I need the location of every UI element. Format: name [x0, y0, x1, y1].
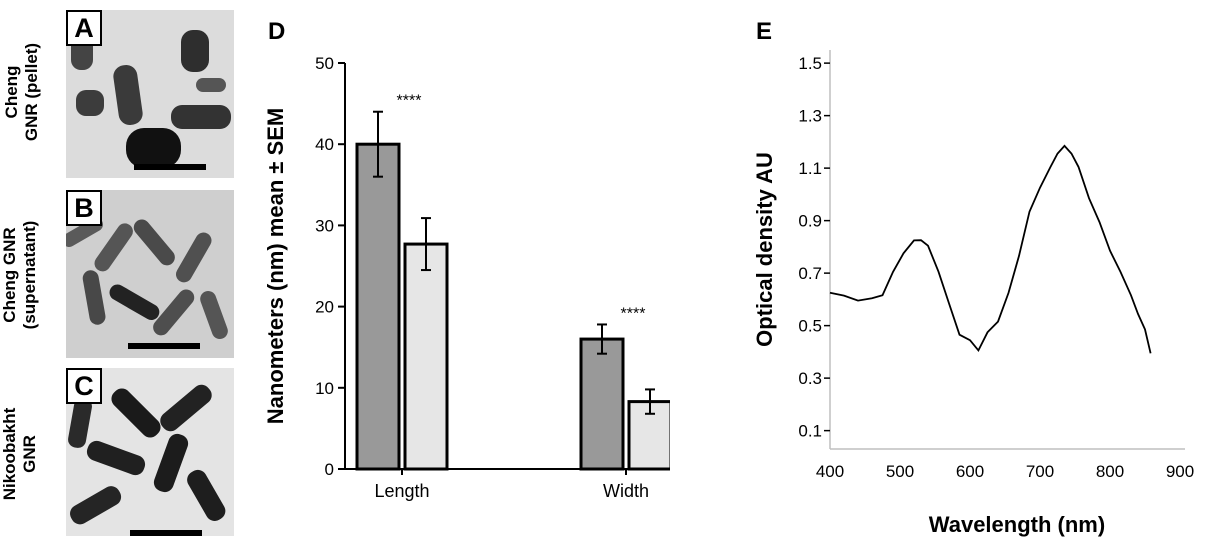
panel-d-letter: D — [268, 18, 286, 45]
x-tick-label: 800 — [1096, 462, 1124, 481]
y-tick-label: 0.7 — [798, 264, 822, 283]
x-tick-label: Length — [374, 481, 429, 501]
bar — [403, 242, 449, 471]
panel-a-label-line1: Cheng — [2, 65, 21, 119]
micrograph-a: A — [66, 10, 234, 178]
y-tick-label: 0.3 — [798, 369, 822, 388]
scale-bar-c — [130, 530, 202, 536]
y-tick-label: 30 — [315, 216, 334, 235]
significance-label: **** — [621, 305, 646, 322]
scale-bar-a — [134, 164, 206, 170]
bar — [355, 142, 401, 471]
panel-b-label-line2: (supernatant) — [20, 220, 39, 330]
panel-b-label-line1: Cheng GNR — [0, 227, 19, 323]
bar — [579, 337, 625, 471]
y-axis-title: Nanometers (nm) mean ± SEM — [263, 108, 288, 424]
panel-b-letter: B — [66, 190, 102, 226]
panel-a-label-line2: GNR (pellet) — [22, 42, 41, 142]
y-tick-label: 0 — [325, 460, 334, 479]
micrograph-b: B — [66, 190, 234, 358]
micrograph-a-image — [66, 10, 234, 178]
panel-b-label: Cheng GNR (supernatant) — [0, 205, 40, 345]
x-tick-label: 500 — [886, 462, 914, 481]
y-tick-label: 1.5 — [798, 54, 822, 73]
y-tick-label: 0.5 — [798, 317, 822, 336]
x-tick-label: 600 — [956, 462, 984, 481]
panel-c-label-line2: GNR — [20, 435, 39, 473]
micrograph-c: C — [66, 368, 234, 536]
panel-c-letter: C — [66, 368, 102, 404]
chart-e: 0.1 0.3 0.5 0.7 0.9 1.1 1.3 1.5 400 500 600 700 800 9… — [752, 50, 1194, 537]
y-tick-label: 0.9 — [798, 212, 822, 231]
panel-a-letter: A — [66, 10, 102, 46]
x-tick-label: 400 — [816, 462, 844, 481]
y-tick-label: 50 — [315, 54, 334, 73]
spectrum-line — [829, 144, 1152, 354]
panel-c-label: Nikoobakht GNR — [0, 394, 40, 514]
x-tick-label: Width — [603, 481, 649, 501]
panel-e-letter: E — [756, 18, 773, 45]
significance-label: **** — [397, 93, 422, 110]
x-tick-label: 900 — [1166, 462, 1194, 481]
y-tick-label: 20 — [315, 298, 334, 317]
y-tick-label: 1.1 — [798, 159, 822, 178]
x-axis-title: Wavelength (nm) — [929, 512, 1105, 537]
panel-c-label-line1: Nikoobakht — [0, 407, 19, 501]
y-tick-label: 40 — [315, 135, 334, 154]
y-axis-title: Optical density AU — [752, 152, 777, 347]
y-tick-label: 0.1 — [798, 422, 822, 441]
x-tick-label: 700 — [1026, 462, 1054, 481]
scale-bar-b — [128, 343, 200, 349]
y-tick-label: 10 — [315, 379, 334, 398]
panel-a-label: Cheng GNR (pellet) — [2, 32, 42, 152]
chart-d: 0 10 20 30 40 50 Length Width **** **** Nanometers… — [263, 54, 670, 501]
y-tick-label: 1.3 — [798, 107, 822, 126]
